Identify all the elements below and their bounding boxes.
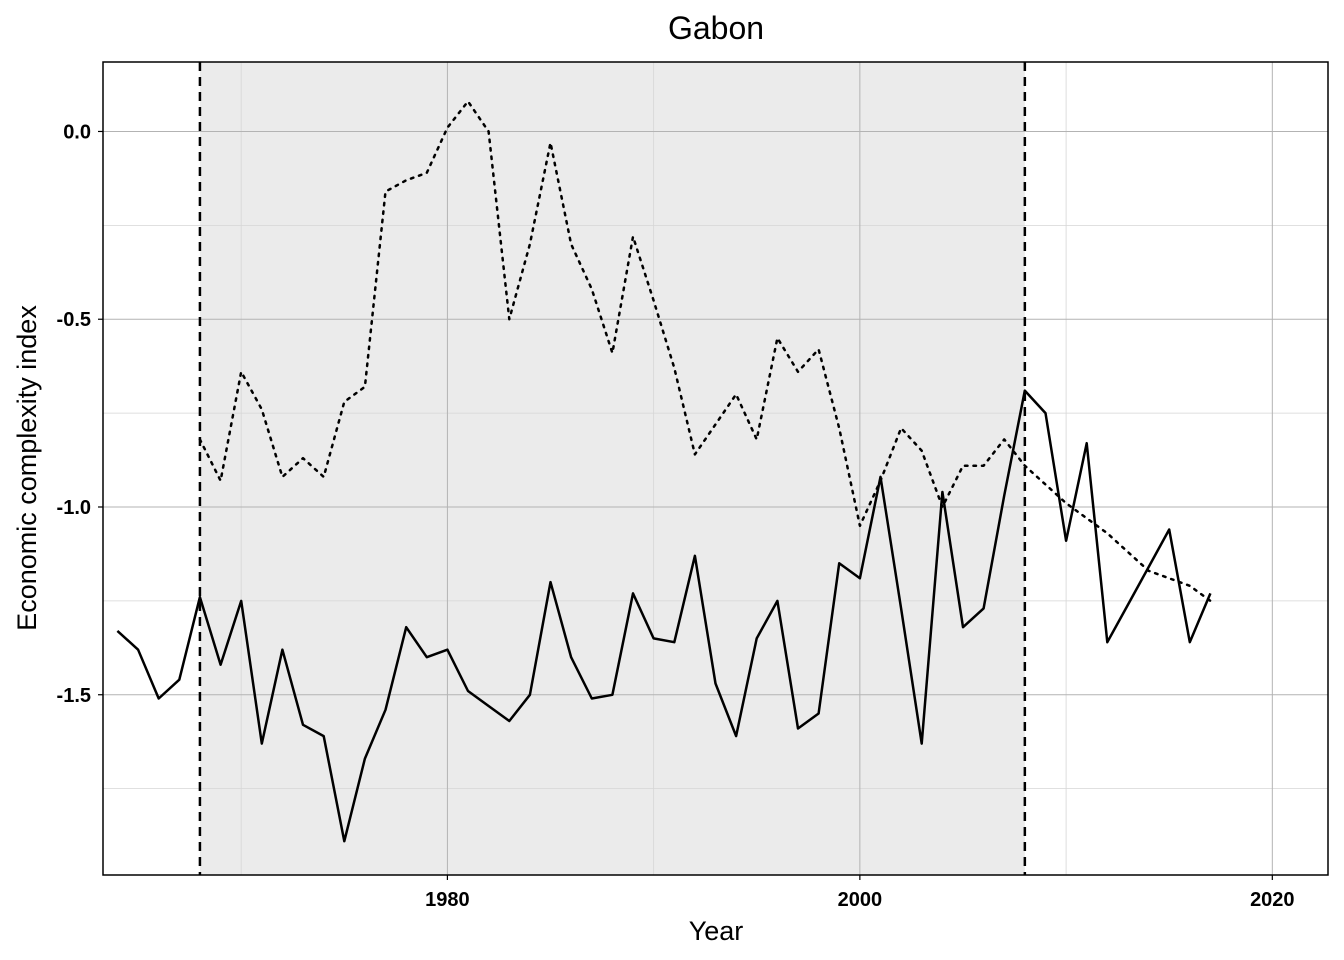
grid <box>103 62 1328 875</box>
y-tick-label: -0.5 <box>57 309 91 331</box>
x-tick-label: 2020 <box>1250 889 1295 911</box>
series-solid-line <box>116 389 1212 843</box>
chart-title: Gabon <box>668 10 764 46</box>
reference-lines <box>198 62 1027 875</box>
series <box>116 100 1212 843</box>
y-tick-label: 0.0 <box>63 121 91 143</box>
plot-frame <box>102 61 1329 876</box>
y-tick-label: -1.5 <box>57 685 91 707</box>
shaded-region <box>199 62 1025 875</box>
y-axis-title: Economic complexity index <box>12 305 42 631</box>
x-tick-label: 2000 <box>838 889 883 911</box>
tick-labels: 1980 2000 2020 0.0 -0.5 -1.0 -1.5 <box>57 121 1295 911</box>
x-tick-label: 1980 <box>425 889 470 911</box>
y-tick-label: -1.0 <box>57 497 91 519</box>
shaded-period <box>199 62 1025 875</box>
x-axis-title: Year <box>689 916 744 946</box>
series-dotted-line <box>198 100 1212 603</box>
